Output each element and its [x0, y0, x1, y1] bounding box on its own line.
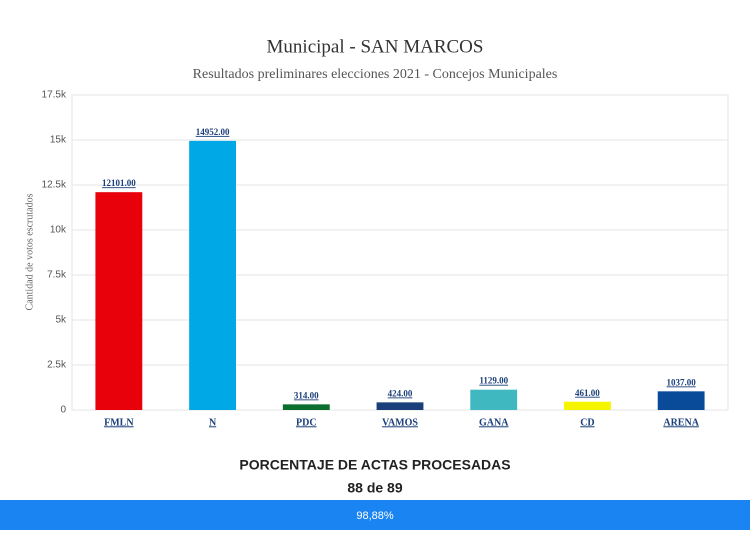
value-label: 14952.00 — [196, 127, 230, 137]
footer-count: 88 de 89 — [347, 480, 402, 496]
bar — [376, 402, 424, 410]
bar — [95, 192, 143, 410]
y-tick-label: 7.5k — [47, 270, 67, 281]
y-tick-label: 0 — [60, 405, 66, 416]
y-tick-label: 10k — [50, 225, 67, 236]
x-tick-label: CD — [580, 417, 594, 428]
plot-frame — [71, 94, 729, 411]
bar — [657, 391, 705, 410]
x-tick-label: PDC — [296, 417, 317, 428]
y-tick-label: 2.5k — [47, 360, 67, 371]
chart-subtitle: Resultados preliminares elecciones 2021 … — [193, 67, 558, 82]
progress-bar — [0, 500, 750, 530]
value-label: 12101.00 — [102, 178, 136, 188]
y-tick-label: 17.5k — [42, 90, 67, 101]
value-label: 314.00 — [294, 390, 319, 400]
progress-label: 98,88% — [356, 510, 394, 522]
y-tick-label: 5k — [55, 315, 67, 326]
footer-heading: PORCENTAJE DE ACTAS PROCESADAS — [239, 457, 510, 473]
y-tick-label: 15k — [50, 135, 67, 146]
y-tick-label: 12.5k — [42, 180, 67, 191]
x-tick-label: VAMOS — [382, 417, 418, 428]
value-label: 1037.00 — [667, 377, 697, 387]
y-axis-label: Cantidad de votos escrutados — [24, 193, 35, 310]
x-tick-label: N — [209, 417, 217, 428]
x-tick-label: ARENA — [663, 417, 699, 428]
bar — [282, 404, 330, 410]
chart-title: Municipal - SAN MARCOS — [267, 36, 484, 57]
value-label: 1129.00 — [479, 376, 508, 386]
x-tick-label: GANA — [479, 417, 509, 428]
x-tick-label: FMLN — [104, 417, 134, 428]
value-label: 461.00 — [575, 388, 600, 398]
bar — [564, 401, 611, 410]
bar — [189, 140, 236, 410]
value-label: 424.00 — [388, 388, 413, 398]
bar — [470, 389, 518, 410]
